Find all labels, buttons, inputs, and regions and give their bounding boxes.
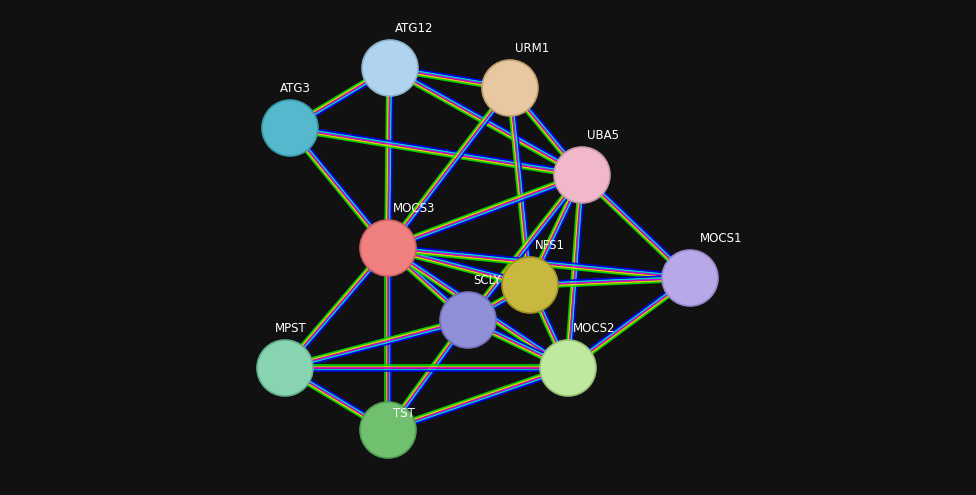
Text: MOCS1: MOCS1 [700, 232, 743, 245]
Text: SCLY: SCLY [473, 274, 501, 287]
Text: URM1: URM1 [515, 42, 549, 55]
Circle shape [360, 402, 416, 458]
Text: NFS1: NFS1 [535, 239, 565, 252]
Circle shape [662, 250, 718, 306]
Text: MOCS3: MOCS3 [393, 202, 435, 215]
Text: ATG12: ATG12 [395, 22, 433, 35]
Text: UBA5: UBA5 [587, 129, 619, 142]
Circle shape [262, 100, 318, 156]
Circle shape [482, 60, 538, 116]
Circle shape [554, 147, 610, 203]
Circle shape [360, 220, 416, 276]
Text: MPST: MPST [275, 322, 306, 335]
Circle shape [440, 292, 496, 348]
Text: MOCS2: MOCS2 [573, 322, 616, 335]
Text: ATG3: ATG3 [280, 82, 311, 95]
Circle shape [540, 340, 596, 396]
Text: TST: TST [393, 407, 415, 420]
Circle shape [257, 340, 313, 396]
Circle shape [502, 257, 558, 313]
Circle shape [362, 40, 418, 96]
